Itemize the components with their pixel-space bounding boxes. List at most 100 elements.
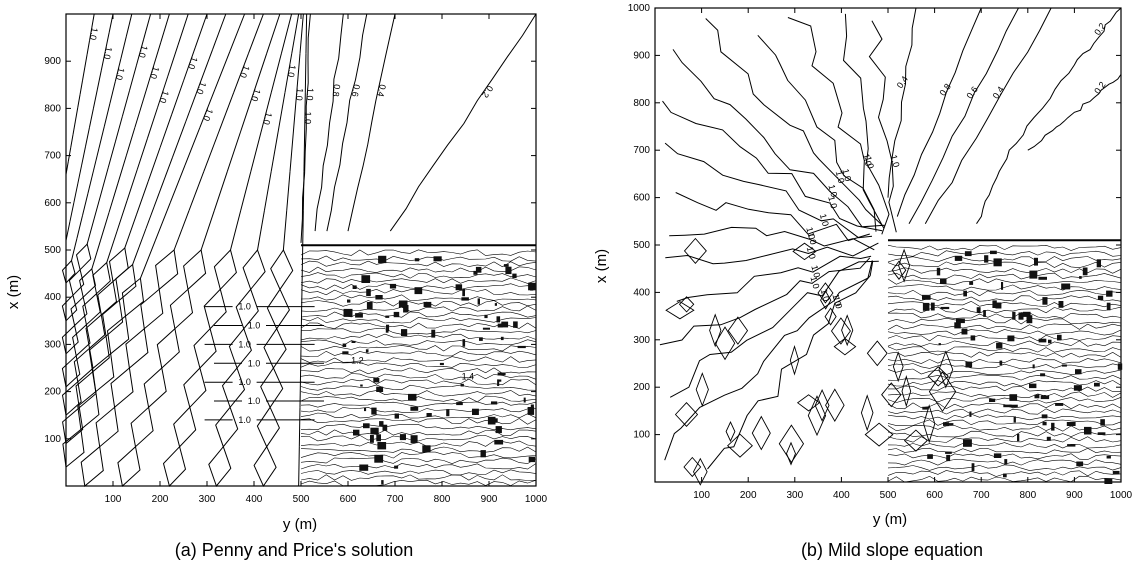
dense-contour-blotch (342, 343, 347, 347)
x-tick-label: 900 (481, 494, 498, 505)
contour-segment (277, 92, 286, 133)
panel-a: 1.01.01.01.01.01.01.01.01.01.01.01.01.01… (5, 13, 548, 560)
contour-segment (270, 53, 282, 93)
dense-contour-blotch (1075, 369, 1082, 375)
contour-cell (95, 406, 119, 448)
dense-contour-blotch (513, 321, 518, 328)
contour-line (662, 100, 883, 232)
dense-contour-line (887, 453, 1122, 460)
contour-label: 1.0 (157, 89, 170, 104)
dense-contour-line (887, 357, 1122, 364)
x-tick-label: 600 (340, 494, 357, 505)
dense-contour-blotch (1040, 395, 1050, 400)
dense-contour-blotch (422, 445, 431, 453)
x-tick-label: 400 (833, 490, 850, 501)
contour-segment (125, 13, 133, 37)
dense-contour-blotch (961, 328, 968, 335)
contour-label: 1.0 (809, 264, 822, 279)
dense-contour-line (300, 469, 537, 476)
contour-segment (282, 210, 288, 251)
dense-contour-blotch (530, 282, 534, 291)
dense-contour-blotch (512, 273, 517, 279)
contour-label: 1.0 (808, 275, 821, 290)
panel-b: 1.01.01.01.01.01.01.01.01.01.01.01.01.01… (593, 3, 1133, 560)
y-tick-label: 500 (44, 245, 61, 256)
contour-line (676, 255, 872, 302)
contour-cell (242, 248, 266, 291)
dense-contour-blotch (936, 267, 941, 276)
dense-contour-blotch (1057, 334, 1062, 341)
contour-label: 1.0 (805, 245, 818, 260)
contour-segment (300, 328, 302, 369)
contour-segment (91, 13, 95, 28)
dense-contour-blotch (364, 407, 367, 412)
dense-contour-blotch (1007, 335, 1015, 342)
contour-segment (109, 81, 116, 104)
contour-segment (289, 131, 294, 172)
dense-contour-blotch (1029, 383, 1037, 389)
contour-segment (117, 155, 127, 185)
contour-segment (86, 218, 95, 245)
dense-contour-line (887, 272, 1122, 280)
dense-contour-line (887, 464, 1122, 471)
contour-line (347, 13, 396, 232)
dense-contour-blotch (1041, 414, 1048, 419)
dense-contour-blotch (1096, 259, 1101, 268)
contour-label: 0.2 (480, 84, 495, 100)
x-tick-label: 600 (926, 490, 943, 501)
dense-contour-line (887, 255, 1122, 263)
dense-contour-line (887, 363, 1122, 370)
dense-contour-blotch (1073, 385, 1082, 391)
contour-label: 1.0 (248, 358, 261, 368)
contour-segment (185, 85, 200, 122)
contour-segment (184, 127, 201, 166)
dense-contour-line (300, 294, 537, 301)
dense-contour-line (300, 272, 537, 279)
contour-segment (74, 107, 79, 122)
dense-contour-blotch (1042, 421, 1047, 426)
dense-contour-line (300, 339, 537, 346)
contour-segment (154, 202, 171, 241)
contour-cell (70, 296, 88, 327)
dense-contour-blotch (363, 423, 370, 429)
contour-label: 1.0 (238, 339, 251, 349)
dense-contour-blotch (999, 360, 1003, 365)
contour-segment (128, 65, 137, 91)
dense-contour-line (300, 361, 537, 368)
dense-contour-blotch (938, 343, 941, 346)
dense-contour-blotch (1013, 416, 1016, 423)
contour-segment (92, 89, 98, 109)
dense-contour-line (887, 442, 1122, 449)
y-tick-label: 500 (633, 240, 650, 251)
dense-contour-line (887, 250, 1122, 257)
y-tick-label: 600 (44, 198, 61, 209)
dense-contour-blotch (386, 324, 390, 332)
contour-label: 1.0 (88, 27, 100, 41)
contour-loop (692, 457, 708, 486)
contour-label: 1.0 (863, 155, 876, 170)
contour-cell (125, 327, 149, 369)
contour-segment (70, 238, 78, 261)
contour-segment (70, 134, 74, 148)
contour-segment (160, 13, 170, 43)
contour-line (326, 13, 368, 232)
dense-contour-blotch (505, 266, 512, 275)
contour-segment (92, 148, 100, 172)
dense-contour-blotch (1051, 422, 1055, 431)
contour-segment (86, 40, 90, 55)
panel-b-y-axis-label: x (m) (593, 249, 610, 283)
contour-loop (901, 375, 912, 408)
contour-segment (270, 131, 279, 172)
contour-segment (143, 70, 153, 100)
contour-segment (305, 13, 308, 54)
dense-contour-blotch (352, 285, 357, 289)
dense-contour-line (887, 436, 1122, 443)
contour-cell (85, 313, 106, 350)
contour-cell (62, 406, 84, 445)
contour-cell (156, 327, 180, 369)
dense-contour-blotch (1112, 470, 1120, 475)
contour-loop (824, 307, 837, 326)
contour-label: 1.0 (834, 170, 847, 185)
dense-contour-blotch (385, 315, 390, 318)
contour-segment (145, 192, 160, 229)
